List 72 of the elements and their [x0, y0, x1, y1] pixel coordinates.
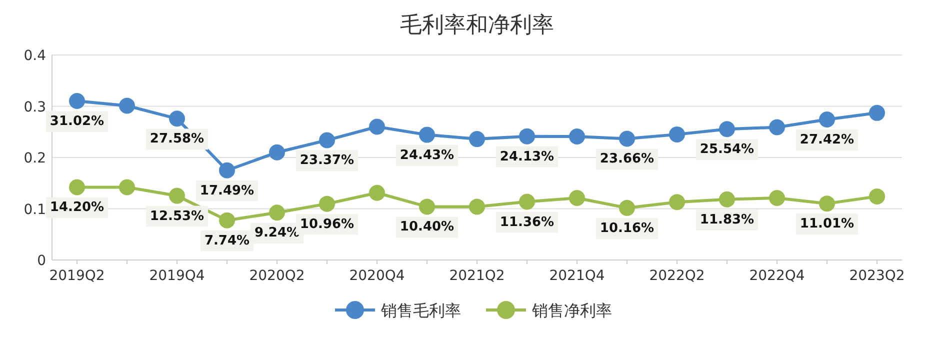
x-tick-label: 2020Q2 — [249, 268, 305, 284]
x-tick-label: 2021Q2 — [449, 268, 505, 284]
point — [719, 191, 735, 208]
point — [769, 190, 785, 206]
data-label: 24.43% — [400, 148, 454, 163]
y-tick-label: 0.1 — [24, 202, 46, 218]
x-tick-label: 2020Q4 — [349, 268, 405, 284]
point — [419, 126, 435, 143]
point — [669, 126, 685, 142]
legend-label: 销售毛利率 — [380, 301, 461, 320]
data-label: 27.58% — [150, 132, 204, 147]
point — [319, 196, 335, 212]
point — [269, 144, 285, 160]
point — [819, 111, 835, 128]
point — [219, 162, 235, 178]
point — [519, 194, 535, 210]
legend-item: 销售毛利率 — [335, 301, 461, 320]
data-label: 10.40% — [400, 220, 454, 235]
point — [269, 204, 285, 221]
point — [469, 131, 485, 148]
data-label: 10.96% — [300, 216, 354, 232]
legend-item: 销售净利率 — [486, 301, 612, 320]
point — [719, 121, 735, 138]
point — [419, 198, 435, 215]
point — [519, 128, 535, 144]
data-label: 11.83% — [700, 212, 754, 228]
data-label: 23.37% — [300, 153, 354, 168]
point — [869, 104, 885, 121]
point — [119, 98, 135, 114]
data-label: 31.02% — [50, 114, 104, 130]
data-label: 10.16% — [600, 220, 654, 236]
y-tick-label: 0.3 — [24, 99, 46, 116]
x-tick-label: 2022Q2 — [649, 268, 705, 284]
point — [569, 190, 585, 206]
chart-title: 毛利率和净利率 — [400, 13, 554, 38]
y-tick-label: 0.4 — [24, 48, 46, 64]
data-label: 9.24% — [254, 226, 300, 241]
data-label: 14.20% — [50, 200, 104, 216]
point — [619, 200, 635, 216]
x-tick-label: 2019Q4 — [149, 268, 205, 284]
y-tick-label: 0 — [37, 253, 46, 269]
data-label: 17.49% — [200, 183, 254, 198]
data-label: 25.54% — [700, 142, 754, 158]
point — [119, 179, 135, 196]
point — [369, 118, 385, 135]
x-tick-label: 2023Q2 — [849, 268, 905, 284]
point — [469, 198, 485, 215]
x-tick-label: 2019Q2 — [49, 268, 105, 284]
point — [869, 188, 885, 204]
data-label: 11.36% — [500, 214, 554, 230]
point — [569, 128, 585, 144]
data-label: 11.01% — [800, 216, 854, 232]
point — [69, 179, 85, 196]
data-label: 7.74% — [204, 233, 250, 248]
point — [769, 119, 785, 136]
x-tick-label: 2021Q4 — [549, 268, 605, 284]
point — [169, 110, 185, 127]
x-tick-label: 2022Q4 — [749, 268, 805, 284]
data-label: 12.53% — [150, 208, 204, 224]
point — [669, 194, 685, 210]
point — [169, 188, 185, 204]
data-label: 27.42% — [800, 132, 854, 148]
point — [369, 184, 385, 201]
point — [69, 93, 85, 110]
data-label: 23.66% — [600, 152, 654, 167]
y-tick-label: 0.2 — [24, 150, 46, 166]
point — [319, 132, 335, 148]
point — [619, 130, 635, 147]
data-label: 24.13% — [500, 149, 554, 164]
point — [219, 212, 235, 228]
legend-label: 销售净利率 — [531, 301, 612, 320]
point — [819, 196, 835, 212]
